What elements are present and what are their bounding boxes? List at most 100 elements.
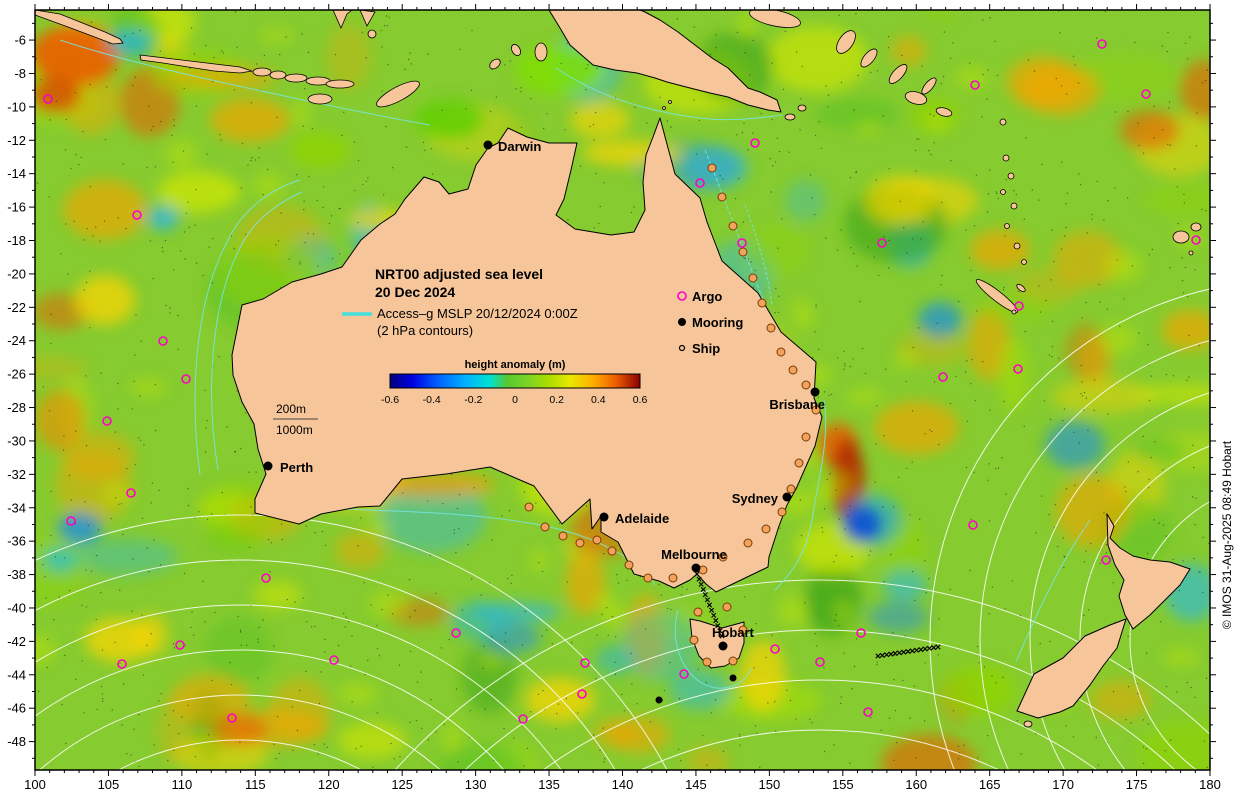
vanuatu-island xyxy=(1000,189,1006,195)
tasmania-landmass xyxy=(689,618,745,669)
x-tick-label: 175 xyxy=(1126,777,1148,792)
ship-track-mark xyxy=(892,650,898,656)
colorbar-gradient xyxy=(389,373,641,389)
x-tick-label: 170 xyxy=(1052,777,1074,792)
coastal-obs-marker xyxy=(776,347,786,357)
y-tick-label: -44 xyxy=(7,667,26,682)
coastal-obs-marker xyxy=(728,656,738,666)
y-tick-label: -30 xyxy=(7,433,26,448)
argo-float-marker xyxy=(158,336,168,346)
legend-argo-symbol xyxy=(677,291,687,301)
coastal-obs-marker xyxy=(540,522,550,532)
city-marker-hobart xyxy=(718,641,728,651)
ship-track-mark xyxy=(901,649,907,655)
argo-float-marker xyxy=(518,714,528,724)
coastal-obs-marker xyxy=(761,524,771,534)
mooring-marker xyxy=(729,674,737,682)
colorbar-tick-label: -0.2 xyxy=(464,394,482,406)
x-tick-label: 110 xyxy=(172,777,193,792)
mslp-caption-line2: (2 hPa contours) xyxy=(377,323,473,338)
y-tick-label: -42 xyxy=(7,634,26,649)
vanuatu-island xyxy=(1021,259,1027,265)
coastal-obs-marker xyxy=(757,298,767,308)
city-marker-sydney xyxy=(782,492,792,502)
x-tick-label: 180 xyxy=(1199,777,1221,792)
coastal-obs-marker xyxy=(689,635,699,645)
stewart-island xyxy=(1023,720,1033,728)
x-tick-label: 160 xyxy=(905,777,927,792)
y-tick-label: -26 xyxy=(7,367,26,382)
argo-float-marker xyxy=(1097,39,1107,49)
coastal-obs-marker xyxy=(743,538,753,548)
ship-track-mark xyxy=(905,648,911,655)
argo-float-marker xyxy=(970,80,980,90)
ship-track-mark xyxy=(884,652,890,658)
legend-mooring-symbol xyxy=(678,318,686,326)
argo-float-marker xyxy=(1013,364,1023,374)
argo-float-marker xyxy=(577,689,587,699)
vanuatu-island xyxy=(1004,223,1010,229)
mslp-contours xyxy=(35,288,1210,770)
ship-track-mark xyxy=(879,652,885,658)
argo-float-marker xyxy=(968,520,978,530)
island xyxy=(1011,309,1017,315)
sumatra-landmass xyxy=(35,10,124,45)
ship-track-mark xyxy=(914,647,920,653)
colorbar-tick-label: 0.4 xyxy=(591,394,606,406)
coastal-obs-marker xyxy=(717,192,727,202)
legend-ship-symbol xyxy=(678,344,686,352)
x-tick-label: 165 xyxy=(979,777,1001,792)
ship-track-mark xyxy=(935,644,941,650)
island xyxy=(999,118,1007,126)
city-label-sydney: Sydney xyxy=(732,491,779,506)
colorbar-tick-label: 0.6 xyxy=(633,394,648,406)
new-caledonia-island xyxy=(975,279,1019,313)
y-tick-label: -18 xyxy=(7,233,26,248)
island xyxy=(269,70,287,80)
coastal-obs-marker xyxy=(668,573,678,583)
colorbar-tick-label: -0.4 xyxy=(423,394,441,406)
small-islands xyxy=(252,10,1202,728)
city-marker-melbourne xyxy=(691,563,701,573)
island xyxy=(662,106,666,110)
island xyxy=(534,42,548,62)
island xyxy=(797,104,807,112)
y-tick-label: -10 xyxy=(7,99,26,114)
x-tick-label: 140 xyxy=(612,777,634,792)
ship-track-mark xyxy=(909,648,915,654)
island xyxy=(888,64,908,84)
island xyxy=(668,100,672,104)
y-tick-label: -14 xyxy=(7,166,26,181)
x-tick-label: 135 xyxy=(538,777,560,792)
y-tick-label: -22 xyxy=(7,300,26,315)
copyright-text: © IMOS 31-Aug-2025 08:49 Hobart xyxy=(1220,440,1234,629)
argo-float-marker xyxy=(938,372,948,382)
ship-track-mark xyxy=(706,602,713,608)
city-marker-darwin xyxy=(483,140,493,150)
argo-float-marker xyxy=(695,178,705,188)
coastal-obs-marker xyxy=(607,546,617,556)
x-tick-label: 100 xyxy=(24,777,46,792)
x-tick-label: 115 xyxy=(245,777,266,792)
coastal-obs-marker xyxy=(766,323,776,333)
island xyxy=(935,107,953,117)
x-tick-label: 105 xyxy=(98,777,120,792)
ship-track-mark xyxy=(694,571,700,577)
vanuatu-island xyxy=(1007,172,1015,180)
argo-float-marker xyxy=(66,516,76,526)
argo-float-marker xyxy=(175,640,185,650)
nz-south-island xyxy=(1016,618,1127,719)
argo-float-marker xyxy=(815,657,825,667)
ship-track-mark xyxy=(926,645,932,651)
city-label-perth: Perth xyxy=(280,460,313,475)
city-label-brisbane: Brisbane xyxy=(769,397,825,412)
coastal-obs-marker xyxy=(558,531,568,541)
argo-float-marker xyxy=(737,238,747,248)
fiji-island xyxy=(1172,230,1190,244)
city-marker-perth xyxy=(263,461,273,471)
coastal-obs-marker xyxy=(718,552,728,562)
coastal-obs-marker xyxy=(624,560,634,570)
city-label-adelaide: Adelaide xyxy=(615,511,669,526)
ship-track-mark xyxy=(700,586,706,593)
